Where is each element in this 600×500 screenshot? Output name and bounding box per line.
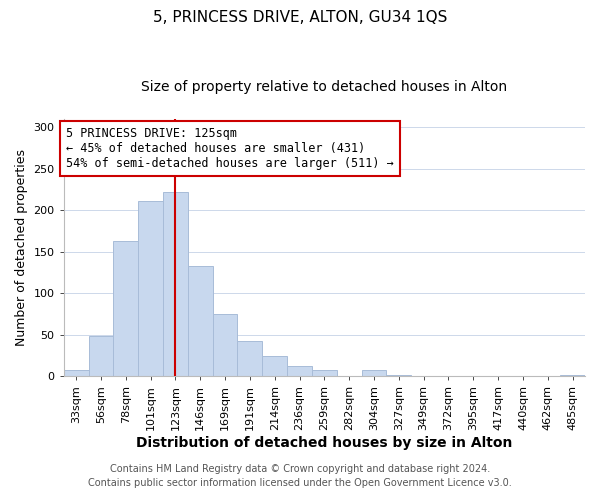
Bar [212,314,238,376]
Text: 5 PRINCESS DRIVE: 125sqm
← 45% of detached houses are smaller (431)
54% of semi-: 5 PRINCESS DRIVE: 125sqm ← 45% of detach… [66,127,394,170]
Bar [386,374,411,376]
Bar [89,336,113,376]
Bar [163,192,188,376]
Bar [188,266,212,376]
Text: 5, PRINCESS DRIVE, ALTON, GU34 1QS: 5, PRINCESS DRIVE, ALTON, GU34 1QS [153,10,447,25]
Text: Contains HM Land Registry data © Crown copyright and database right 2024.
Contai: Contains HM Land Registry data © Crown c… [88,464,512,487]
Bar [64,370,89,376]
Bar [362,370,386,376]
Bar [238,340,262,376]
Title: Size of property relative to detached houses in Alton: Size of property relative to detached ho… [141,80,508,94]
Bar [113,241,138,376]
Bar [312,370,337,376]
Bar [560,374,585,376]
Y-axis label: Number of detached properties: Number of detached properties [15,149,28,346]
Bar [138,201,163,376]
X-axis label: Distribution of detached houses by size in Alton: Distribution of detached houses by size … [136,436,512,450]
Bar [262,356,287,376]
Bar [287,366,312,376]
